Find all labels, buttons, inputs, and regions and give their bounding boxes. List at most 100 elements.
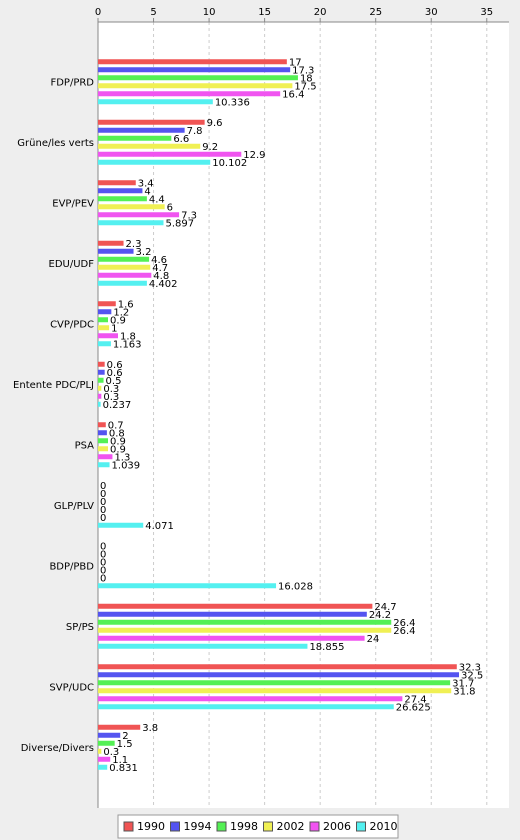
legend-label: 1990: [137, 820, 165, 833]
value-label: 0: [100, 505, 106, 516]
y-tick-label: FDP/PRD: [50, 77, 94, 88]
bar: [98, 240, 124, 246]
bar: [98, 264, 151, 270]
bar: [98, 643, 308, 649]
legend-swatch: [170, 821, 180, 832]
bar: [98, 664, 457, 670]
bar: [98, 317, 108, 323]
bar: [98, 91, 281, 97]
value-label: 1.1: [112, 755, 128, 766]
value-label: 9.2: [202, 142, 218, 153]
value-label: 32.3: [459, 662, 481, 673]
bar: [98, 83, 293, 89]
bar: [98, 361, 105, 367]
bar: [98, 756, 111, 762]
value-label: 17.5: [294, 81, 316, 92]
legend-label: 2006: [323, 820, 351, 833]
value-label: 10.336: [215, 97, 250, 108]
y-tick-label: SVP/UDC: [49, 682, 94, 693]
value-label: 26.625: [396, 702, 431, 713]
value-label: 0: [100, 481, 106, 492]
value-label: 1.3: [114, 452, 130, 463]
bar: [98, 119, 205, 125]
bar: [98, 196, 147, 202]
bar: [98, 248, 134, 254]
bar: [98, 301, 116, 307]
bar: [98, 732, 121, 738]
value-label: 0: [100, 489, 106, 500]
value-label: 0.3: [103, 747, 119, 758]
value-label: 0: [100, 549, 106, 560]
value-label: 1.163: [113, 339, 142, 350]
value-label: 26.4: [393, 618, 415, 629]
bar: [98, 583, 277, 589]
bar: [98, 603, 373, 609]
value-label: 4.6: [151, 255, 167, 266]
bar: [98, 724, 141, 730]
bar: [98, 180, 136, 186]
bar: [98, 99, 213, 105]
bar: [98, 333, 118, 339]
legend-label: 2002: [277, 820, 305, 833]
value-label: 0.3: [103, 392, 119, 403]
bar: [98, 462, 110, 468]
bar: [98, 740, 115, 746]
value-label: 0: [100, 573, 106, 584]
bar: [98, 75, 298, 81]
value-label: 1.5: [117, 739, 133, 750]
value-label: 7.3: [181, 210, 197, 221]
value-label: 1: [111, 323, 117, 334]
bar: [98, 454, 113, 460]
legend-label: 1998: [230, 820, 258, 833]
value-label: 3.2: [136, 247, 152, 258]
bar: [98, 611, 367, 617]
value-label: 0: [100, 497, 106, 508]
value-label: 0.3: [103, 384, 119, 395]
legend-label: 1994: [184, 820, 212, 833]
value-label: 0.5: [106, 376, 122, 387]
value-label: 0: [100, 557, 106, 568]
value-label: 2: [122, 731, 128, 742]
legend-label: 2010: [370, 820, 398, 833]
bar: [98, 522, 144, 528]
bar: [98, 369, 105, 375]
bar: [98, 619, 392, 625]
value-label: 17: [289, 57, 302, 68]
bar: [98, 635, 365, 641]
value-label: 3.8: [142, 723, 158, 734]
x-tick-label: 10: [203, 7, 216, 18]
bar: [98, 438, 108, 444]
value-label: 0: [100, 513, 106, 524]
y-tick-label: CVP/PDC: [50, 319, 94, 330]
y-tick-label: Entente PDC/PLJ: [13, 380, 94, 391]
bar: [98, 672, 460, 678]
value-label: 26.4: [393, 626, 415, 637]
y-tick-label: PSA: [75, 440, 95, 451]
value-label: 0.8: [109, 428, 125, 439]
bar: [98, 204, 165, 210]
value-label: 0.9: [110, 436, 126, 447]
value-label: 17.3: [292, 65, 314, 76]
bar: [98, 212, 180, 218]
value-label: 18.855: [309, 642, 344, 653]
legend-swatch: [356, 821, 366, 832]
bar: [98, 696, 403, 702]
bar: [98, 446, 108, 452]
value-label: 0.9: [110, 315, 126, 326]
value-label: 0.6: [107, 360, 123, 371]
bar: [98, 422, 106, 428]
x-tick-label: 5: [150, 7, 156, 18]
legend-swatch: [216, 821, 227, 832]
value-label: 6.6: [173, 134, 189, 145]
value-label: 0: [100, 565, 106, 576]
value-label: 5.897: [166, 218, 195, 229]
bar: [98, 627, 392, 633]
y-tick-label: EDU/UDF: [49, 259, 95, 270]
bar: [98, 220, 164, 226]
value-label: 2.3: [126, 239, 142, 250]
bar: [98, 67, 291, 73]
value-label: 1.8: [120, 331, 136, 342]
value-label: 1.6: [118, 299, 134, 310]
bar: [98, 748, 102, 754]
value-label: 0.237: [103, 400, 132, 411]
